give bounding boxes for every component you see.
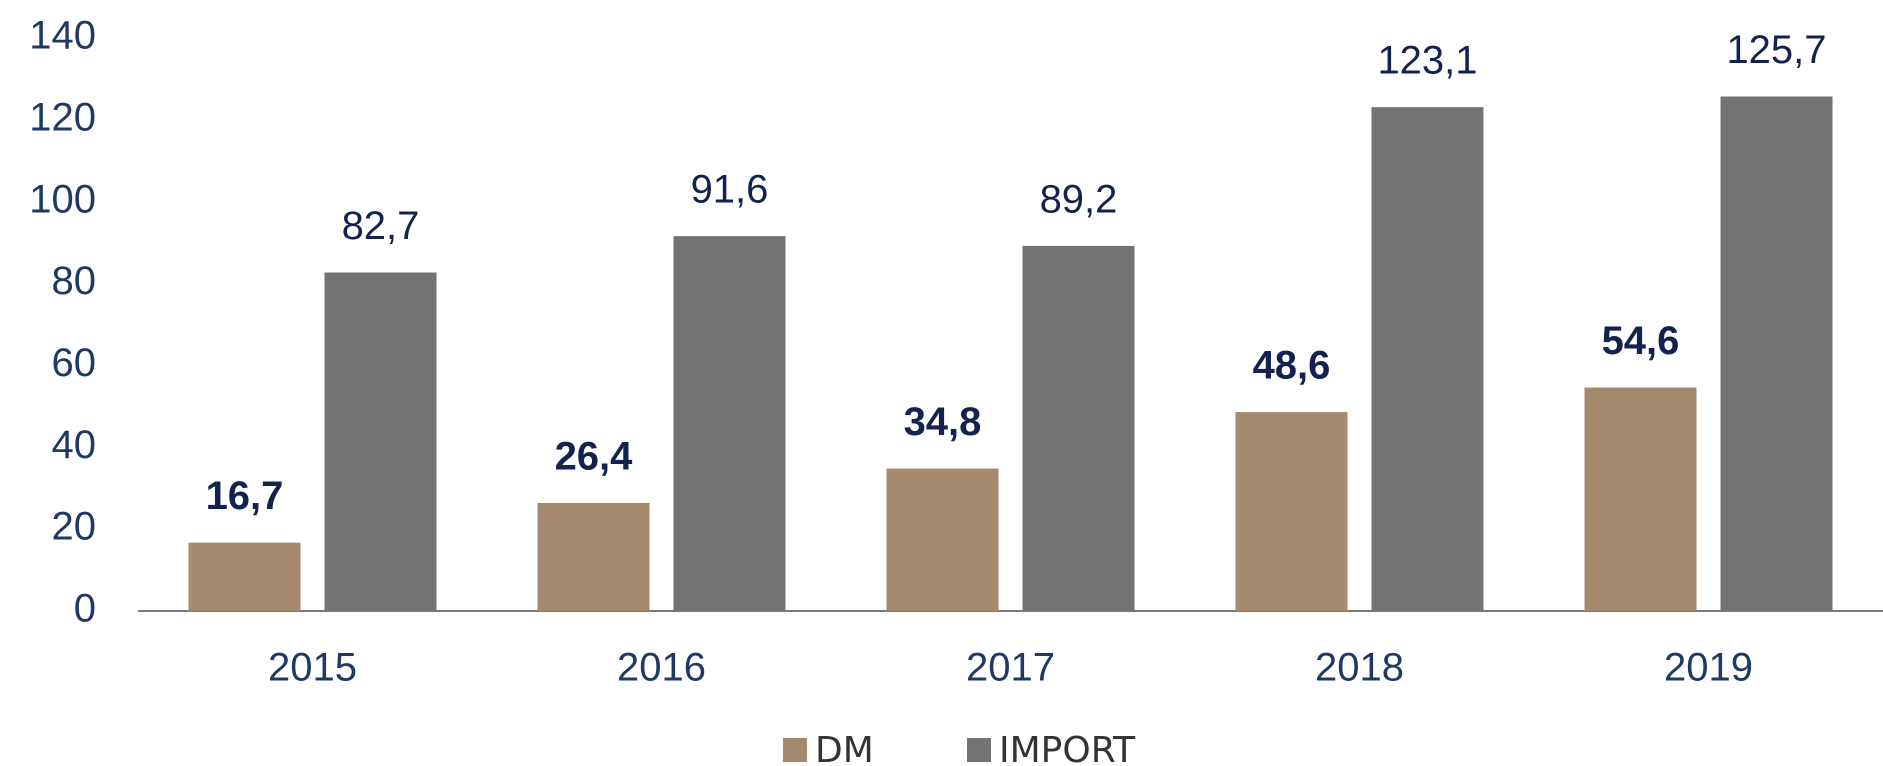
data-label: 16,7 [206,474,284,518]
bar [1584,387,1697,611]
y-tick-label: 80 [52,259,97,303]
data-label: 125,7 [1726,28,1826,72]
data-label: 89,2 [1040,177,1118,221]
bar [1235,412,1348,611]
data-label: 82,7 [342,204,420,248]
data-label: 48,6 [1253,344,1331,388]
y-tick-label: 120 [29,95,96,139]
bar [1371,107,1484,612]
x-tick-label: 2019 [1664,646,1753,690]
legend-label: DM [815,730,874,766]
y-tick-label: 140 [29,14,96,58]
x-tick-label: 2015 [268,646,357,690]
y-tick-label: 60 [52,341,97,385]
bar [1720,96,1833,612]
y-tick-label: 0 [74,587,96,631]
y-tick-label: 40 [52,423,97,467]
y-tick-label: 20 [52,505,97,549]
legend-swatch [967,738,991,762]
data-label: 34,8 [904,400,982,444]
data-label: 123,1 [1377,39,1477,83]
bar [537,502,650,611]
legend-swatch [783,738,807,762]
bar [673,236,786,611]
x-tick-label: 2018 [1315,646,1404,690]
data-label: 54,6 [1602,319,1680,363]
x-tick-label: 2016 [617,646,706,690]
legend-label: IMPORT [999,730,1136,766]
bar [188,542,301,611]
x-tick-label: 2017 [966,646,1055,690]
bar [1022,245,1135,611]
bar [886,468,999,611]
y-tick-label: 100 [29,177,96,221]
data-label: 91,6 [691,168,769,212]
data-label: 26,4 [555,435,634,479]
bar [324,272,437,611]
